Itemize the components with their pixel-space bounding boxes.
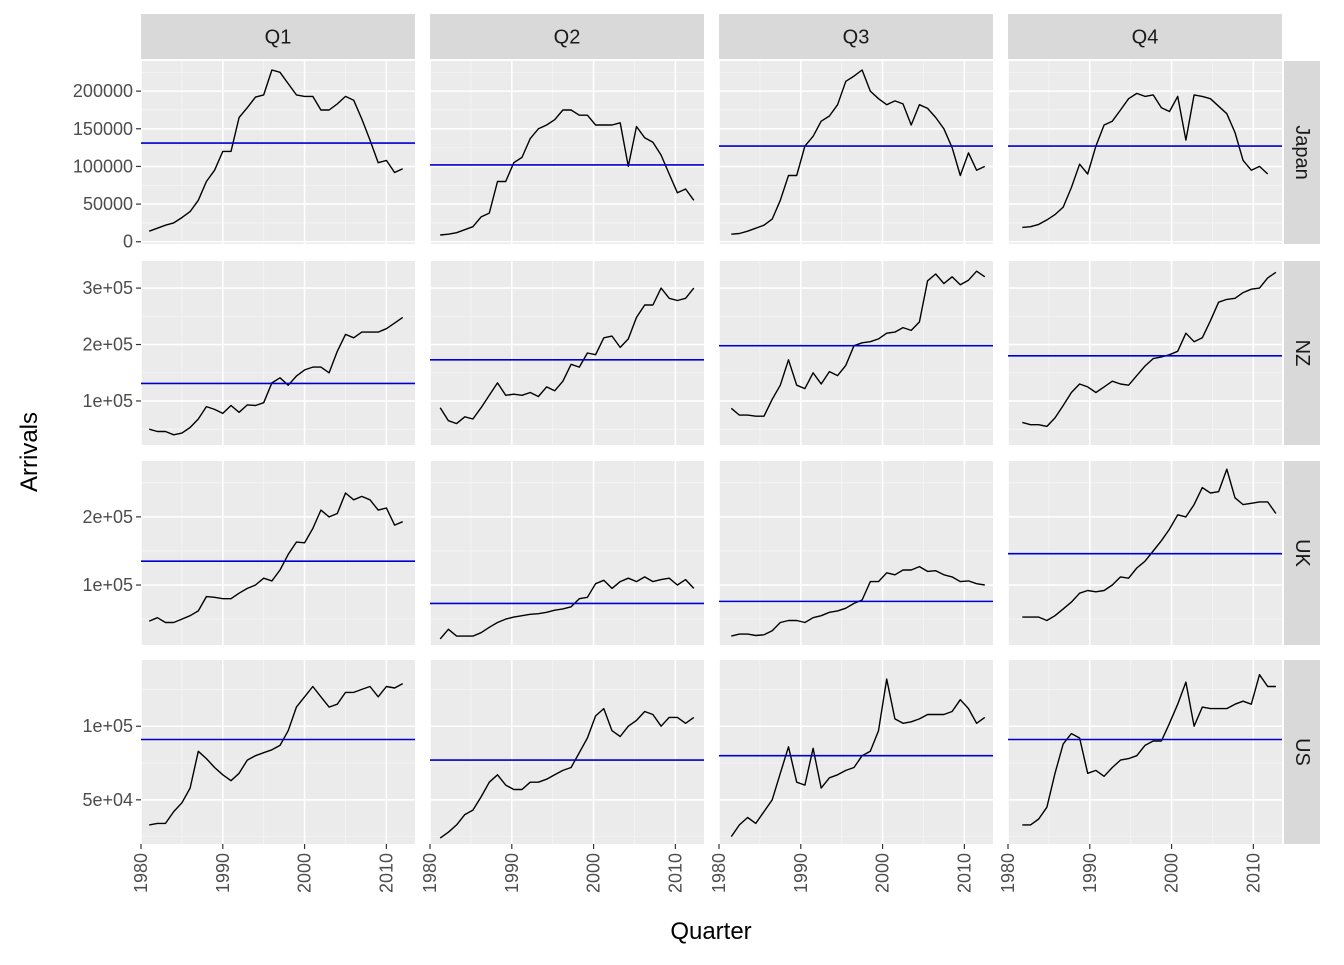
series-line — [730, 678, 986, 837]
panel-uk-q3 — [718, 461, 993, 645]
column-strip-label: Q1 — [265, 27, 292, 49]
x-tick-label: 2000 — [873, 853, 893, 893]
series-line — [1022, 674, 1276, 826]
panel-us-q3 — [718, 660, 993, 844]
panel-background — [719, 660, 993, 844]
row-strip-us — [1284, 660, 1320, 844]
series-line — [148, 69, 403, 232]
panel-nz-q3 — [718, 261, 993, 445]
panel-us-q2 — [429, 660, 704, 844]
y-tick-label: 2e+05 — [82, 335, 133, 355]
x-tick-label: 1990 — [213, 853, 233, 893]
y-tick-label: 50000 — [83, 194, 133, 214]
panel-japan-q4 — [1007, 61, 1282, 244]
panel-us-q4 — [1007, 660, 1282, 844]
y-tick-label: 3e+05 — [82, 278, 133, 298]
panel-background — [141, 461, 415, 645]
row-strip-label: Japan — [1291, 125, 1313, 180]
y-tick-label: 100000 — [73, 156, 133, 176]
x-tick-label: 2000 — [584, 853, 604, 893]
panel-uk-q1 — [140, 461, 415, 645]
panel-background — [430, 660, 704, 844]
x-tick-label: 1980 — [998, 853, 1018, 893]
x-tick-label: 2000 — [295, 853, 315, 893]
series-line — [149, 316, 404, 436]
x-tick-label: 1980 — [131, 853, 151, 893]
y-tick-label: 1e+05 — [82, 716, 133, 736]
row-strip-uk — [1284, 461, 1320, 645]
x-tick-label: 2000 — [1162, 853, 1182, 893]
y-tick-label: 1e+05 — [82, 575, 133, 595]
y-tick-label: 5e+04 — [82, 790, 133, 810]
row-strip-label: NZ — [1291, 340, 1313, 367]
series-line — [731, 69, 986, 235]
y-tick-label: 2e+05 — [82, 507, 133, 527]
y-tick-label: 0 — [123, 232, 133, 252]
series-line — [148, 492, 403, 624]
row-strip-label: UK — [1291, 539, 1313, 567]
panel-nz-q1 — [140, 261, 415, 445]
y-tick-label: 200000 — [73, 81, 133, 101]
panel-background — [141, 660, 415, 844]
series-line — [1022, 271, 1277, 428]
column-strip-label: Q2 — [554, 27, 581, 49]
panel-us-q1 — [140, 660, 415, 844]
x-tick-label: 1980 — [420, 853, 440, 893]
y-tick-label: 150000 — [73, 119, 133, 139]
x-tick-label: 1990 — [1080, 853, 1100, 893]
panel-japan-q2 — [429, 61, 704, 244]
y-axis-title: Arrivals — [16, 412, 43, 492]
x-axis-title: Quarter — [670, 918, 751, 945]
x-tick-label: 2010 — [1243, 853, 1263, 893]
row-strip-label: US — [1291, 738, 1313, 766]
panel-nz-q4 — [1007, 261, 1282, 445]
panel-japan-q1 — [140, 61, 415, 244]
x-tick-label: 2010 — [954, 853, 974, 893]
panel-uk-q2 — [429, 461, 704, 645]
panel-background — [141, 261, 415, 445]
panel-nz-q2 — [429, 261, 704, 445]
panel-background — [430, 461, 704, 645]
x-tick-label: 1990 — [502, 853, 522, 893]
x-tick-label: 1990 — [791, 853, 811, 893]
x-tick-label: 2010 — [376, 853, 396, 893]
panel-background — [1008, 660, 1282, 844]
series-line — [440, 109, 695, 236]
series-line — [1022, 468, 1277, 622]
x-tick-label: 2010 — [665, 853, 685, 893]
column-strip-q2 — [430, 14, 704, 59]
panel-background — [1008, 261, 1282, 445]
column-strip-q3 — [719, 14, 993, 59]
panel-uk-q4 — [1007, 461, 1282, 645]
series-line — [1022, 92, 1269, 229]
column-strip-q1 — [141, 14, 415, 59]
series-line — [730, 270, 986, 417]
column-strip-q4 — [1008, 14, 1282, 59]
series-line — [149, 682, 404, 826]
panel-japan-q3 — [718, 61, 993, 244]
row-strip-nz — [1284, 261, 1320, 445]
series-line — [439, 576, 695, 640]
row-strip-japan — [1284, 61, 1320, 244]
y-tick-label: 1e+05 — [82, 391, 133, 411]
panel-background — [719, 461, 993, 645]
series-line — [439, 707, 695, 839]
column-strip-label: Q3 — [843, 27, 870, 49]
x-tick-label: 1980 — [709, 853, 729, 893]
series-line — [439, 287, 695, 425]
column-strip-label: Q4 — [1132, 27, 1159, 49]
